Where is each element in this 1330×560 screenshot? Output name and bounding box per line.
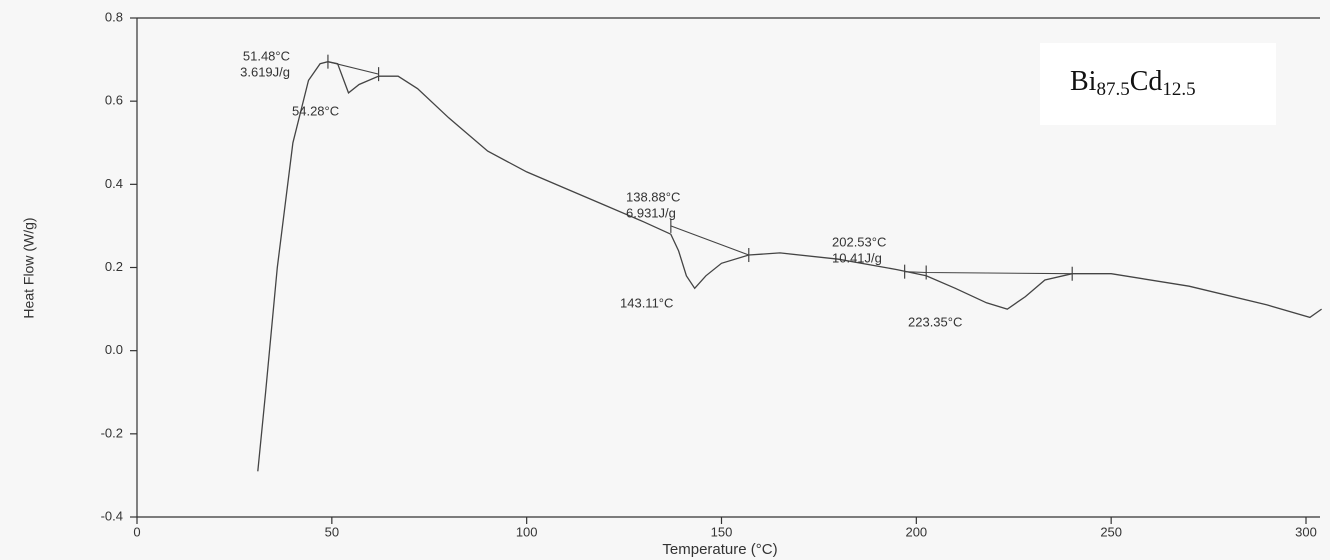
- x-axis-label: Temperature (°C): [662, 541, 777, 558]
- baseline: [327, 61, 379, 75]
- x-tick-label: 250: [1100, 524, 1122, 539]
- annotation: 138.88°C: [626, 189, 680, 204]
- baseline: [670, 225, 749, 256]
- annotation: 10.41J/g: [832, 250, 882, 265]
- y-tick-label: 0.2: [105, 259, 123, 274]
- y-tick-label: 0.4: [105, 176, 123, 191]
- sample-label: Bi87.5Cd12.5: [1070, 66, 1196, 100]
- x-tick-label: 50: [325, 524, 339, 539]
- y-tick-label: 0.8: [105, 9, 123, 24]
- x-tick-label: 100: [516, 524, 538, 539]
- y-tick-label: -0.2: [101, 425, 123, 440]
- sample-subscript: 12.5: [1162, 79, 1195, 100]
- x-tick-label: 0: [133, 524, 140, 539]
- sample-subscript: 87.5: [1096, 79, 1129, 100]
- baseline: [904, 271, 1073, 275]
- annotation: 202.53°C: [832, 234, 886, 249]
- sample-element: Bi: [1070, 66, 1097, 97]
- annotation: 3.619J/g: [240, 64, 290, 79]
- annotation: 143.11°C: [620, 295, 673, 310]
- sample-label-box: [1040, 43, 1276, 125]
- sample-element: Cd: [1130, 66, 1163, 97]
- y-tick-label: 0.6: [105, 93, 123, 108]
- annotation: 51.48°C: [243, 48, 290, 63]
- annotation: 54.28°C: [292, 103, 339, 118]
- annotation: 223.35°C: [908, 314, 962, 329]
- y-axis-label: Heat Flow (W/g): [21, 217, 37, 318]
- annotation: 6.931J/g: [626, 205, 676, 220]
- x-tick-label: 150: [711, 524, 733, 539]
- y-tick-label: -0.4: [101, 508, 123, 523]
- x-tick-label: 200: [905, 524, 927, 539]
- y-tick-label: 0.0: [105, 342, 123, 357]
- x-tick-label: 300: [1295, 524, 1317, 539]
